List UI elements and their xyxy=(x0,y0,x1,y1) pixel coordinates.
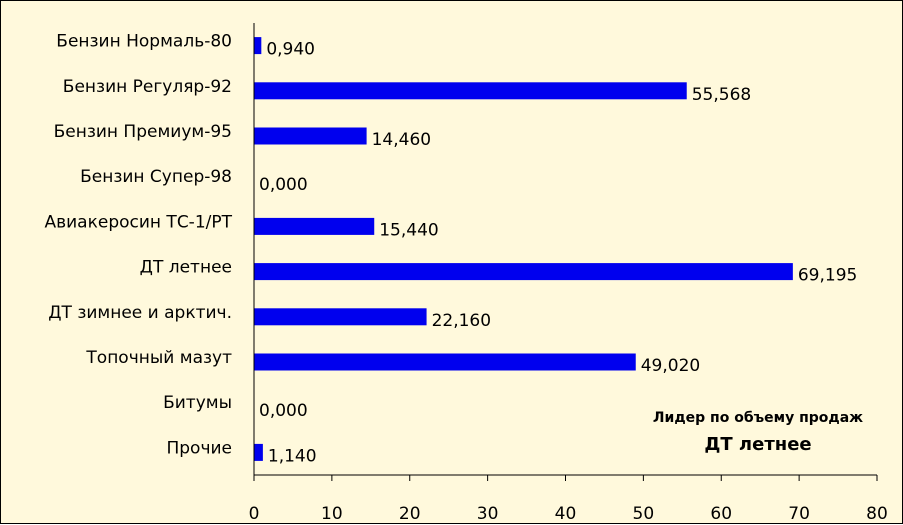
x-tick-label: 10 xyxy=(321,504,343,524)
x-tick-label: 30 xyxy=(477,504,499,524)
x-tick-label: 0 xyxy=(249,504,260,524)
value-label: 0,000 xyxy=(259,175,308,195)
x-tick-labels-group: 0 10 20 30 40 50 60 70 80 xyxy=(249,504,888,524)
value-label: 69,195 xyxy=(798,266,857,286)
bar xyxy=(254,308,427,326)
bar xyxy=(254,263,793,281)
value-label: 22,160 xyxy=(432,311,491,331)
value-label: 1,140 xyxy=(268,446,317,466)
x-tick-label: 60 xyxy=(710,504,732,524)
bar xyxy=(254,217,375,235)
annotation-title: Лидер по объему продаж xyxy=(653,410,863,426)
value-label: 15,440 xyxy=(379,220,438,240)
bar xyxy=(254,353,636,371)
x-tick-label: 40 xyxy=(555,504,577,524)
x-tick-label: 50 xyxy=(633,504,655,524)
value-labels-group: 0,940 55,568 14,460 0,000 15,440 69,195 22,160… xyxy=(259,40,857,467)
annotation-leader: ДТ летнее xyxy=(704,434,811,455)
category-label: Бензин Регуляр-92 xyxy=(63,77,232,97)
category-label: Топочный мазут xyxy=(85,348,232,368)
x-tick-label: 80 xyxy=(866,504,888,524)
bars-group xyxy=(254,37,793,461)
category-label: Прочие xyxy=(166,438,232,458)
bar xyxy=(254,37,262,55)
category-labels-group: Бензин Нормаль-80 Бензин Регуляр-92 Бензин… xyxy=(44,32,232,459)
x-tick-label: 20 xyxy=(399,504,421,524)
value-label: 49,020 xyxy=(641,356,700,376)
category-label: ДТ летнее xyxy=(140,258,232,278)
category-label: Авиакеросин ТС-1/РТ xyxy=(44,212,232,232)
bar xyxy=(254,82,687,100)
value-label: 0,000 xyxy=(259,401,308,421)
x-ticks-group xyxy=(253,475,878,481)
x-tick-label: 70 xyxy=(788,504,810,524)
value-label: 14,460 xyxy=(372,130,431,150)
bar xyxy=(254,127,367,145)
category-label: Битумы xyxy=(163,393,232,413)
category-label: ДТ зимнее и арктич. xyxy=(48,303,232,323)
value-label: 55,568 xyxy=(692,85,751,105)
category-label: Бензин Премиум-95 xyxy=(54,122,232,142)
category-label: Бензин Нормаль-80 xyxy=(56,32,232,52)
value-label: 0,940 xyxy=(266,40,315,60)
bar xyxy=(254,443,263,461)
category-label: Бензин Супер-98 xyxy=(80,167,232,187)
